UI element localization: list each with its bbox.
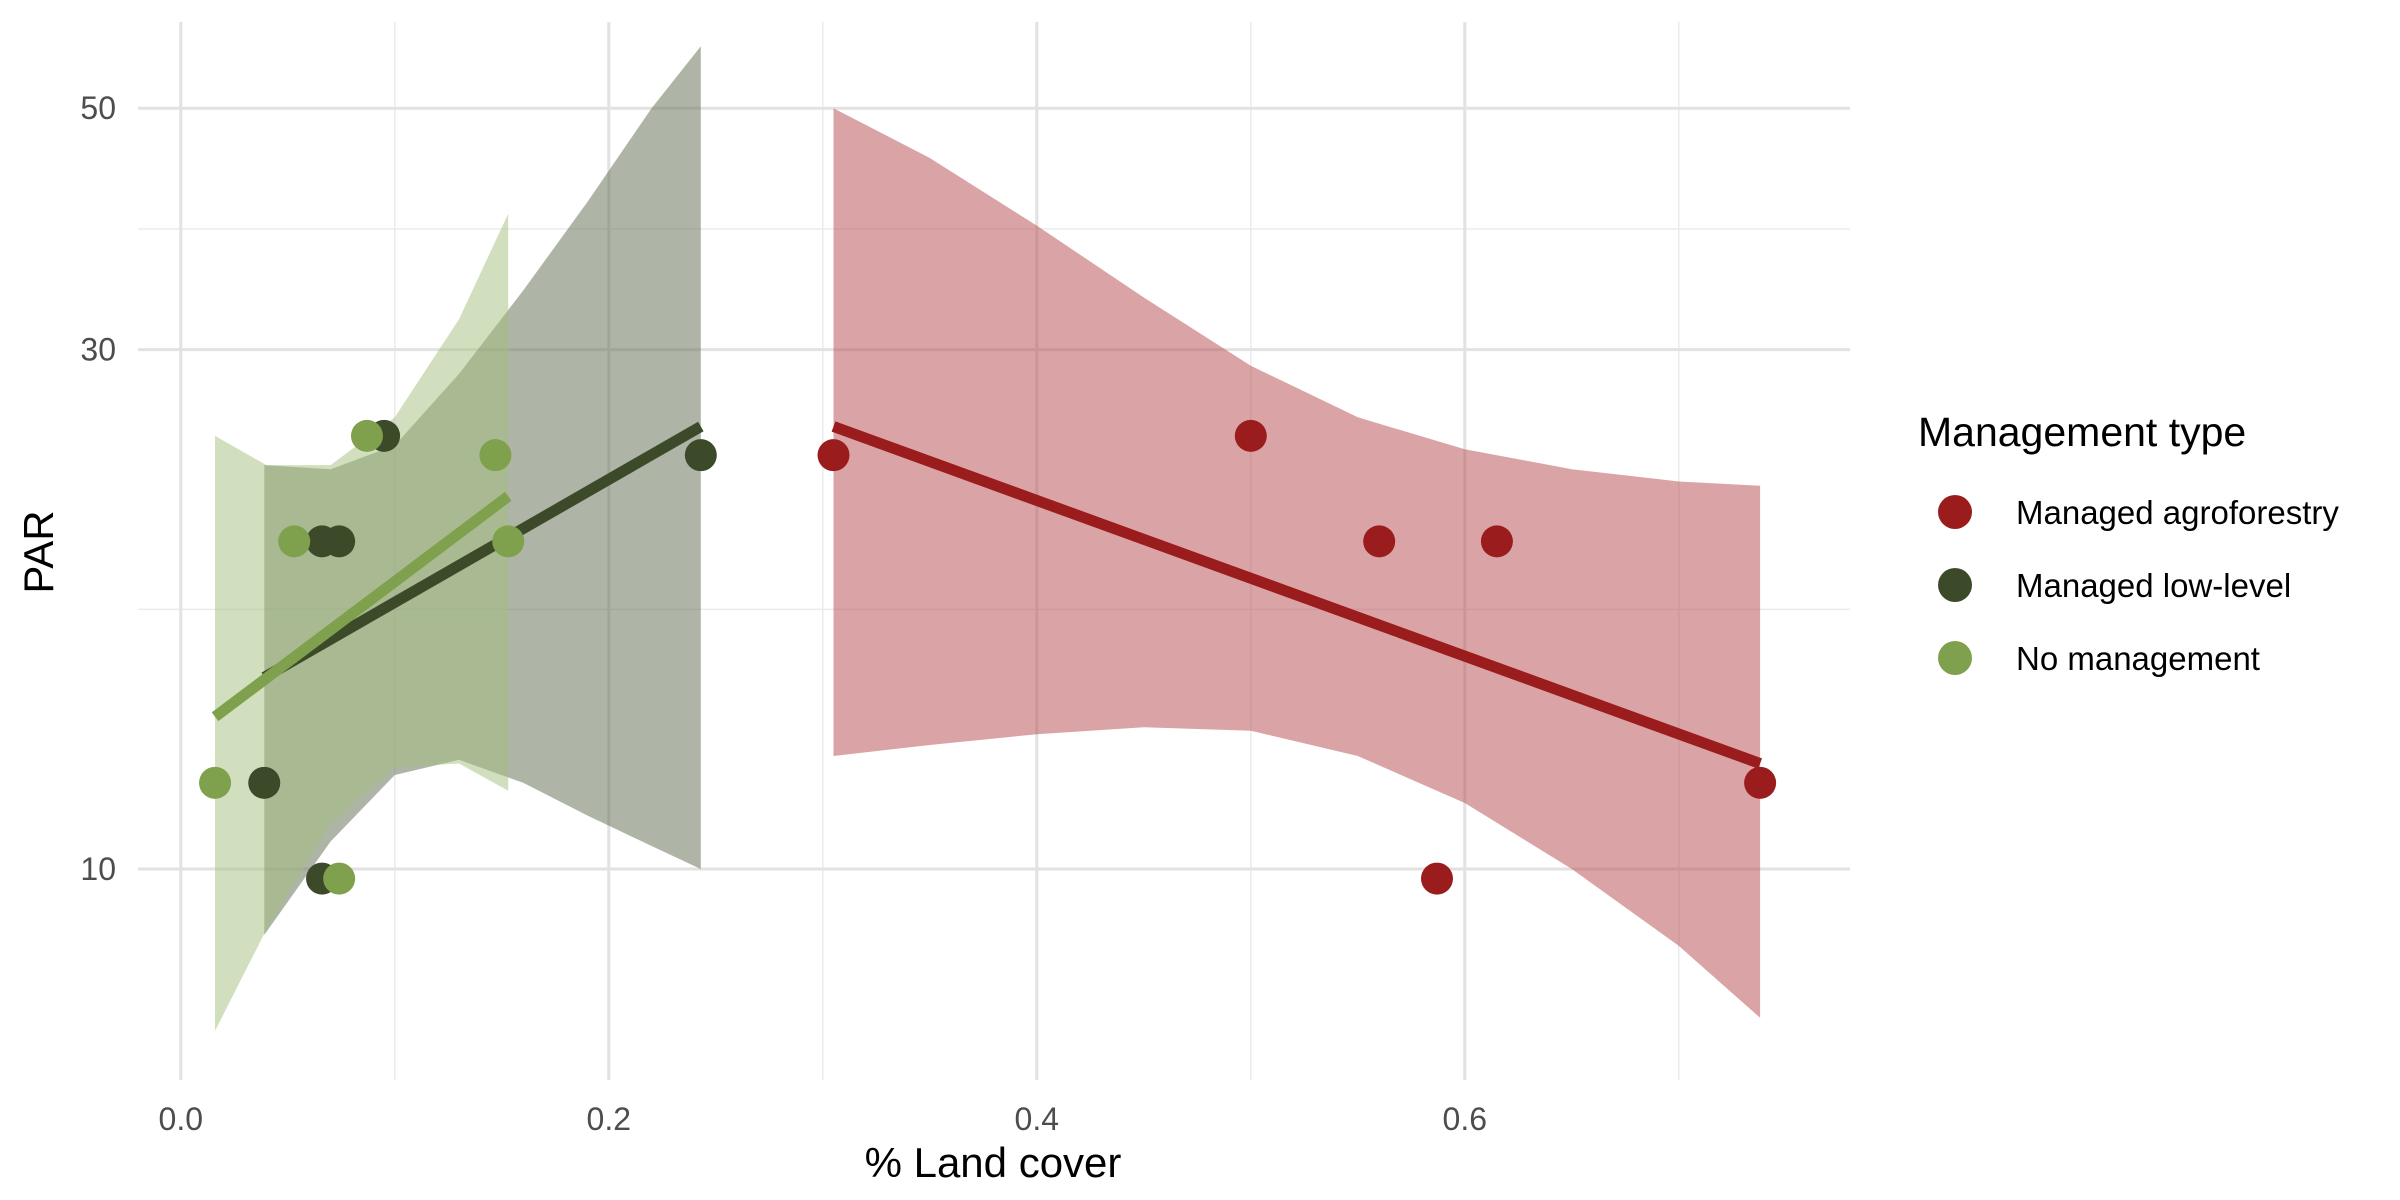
data-point — [492, 525, 525, 558]
y-tick-label: 10 — [80, 851, 116, 887]
legend: Management type Managed agroforestryMana… — [1918, 409, 2339, 677]
legend-label: Managed agroforestry — [2016, 494, 2339, 531]
y-tick-label: 50 — [80, 90, 116, 126]
confidence-band — [833, 108, 1761, 1018]
legend-label: No management — [2016, 640, 2260, 677]
data-point — [199, 766, 232, 799]
data-point — [1363, 525, 1396, 558]
data-point — [323, 525, 356, 558]
fit-line — [261, 421, 704, 683]
data-point — [684, 439, 717, 472]
x-tick-label: 0.2 — [587, 1101, 631, 1137]
data-point — [278, 525, 311, 558]
legend-label: Managed low-level — [2016, 567, 2291, 604]
point-layer — [199, 419, 1777, 895]
legend-items: Managed agroforestry Managed low-level No … — [1938, 494, 2339, 677]
data-point — [1744, 766, 1777, 799]
legend-key — [1938, 641, 1972, 675]
fit-line — [831, 421, 1762, 769]
y-tick-label: 30 — [80, 332, 116, 368]
data-point — [817, 439, 850, 472]
data-point — [1480, 525, 1513, 558]
data-point — [248, 766, 281, 799]
data-point — [1420, 862, 1453, 895]
y-axis-title: PAR — [15, 510, 62, 593]
x-axis-title: % Land cover — [865, 1139, 1122, 1186]
x-tick-label: 0.6 — [1443, 1101, 1487, 1137]
x-tick-label: 0.4 — [1015, 1101, 1059, 1137]
x-tick-label: 0.0 — [159, 1101, 203, 1137]
data-point — [323, 862, 356, 895]
legend-key — [1938, 568, 1972, 602]
data-point — [350, 419, 383, 452]
legend-title: Management type — [1918, 409, 2246, 455]
fit-line — [211, 491, 512, 722]
legend-key — [1938, 495, 1972, 529]
fit-line-layer — [211, 421, 1762, 769]
tick-label-layer: 0.0 0.2 0.4 0.6 10 30 50 — [80, 90, 1487, 1137]
data-point — [1234, 419, 1267, 452]
data-point — [479, 439, 512, 472]
